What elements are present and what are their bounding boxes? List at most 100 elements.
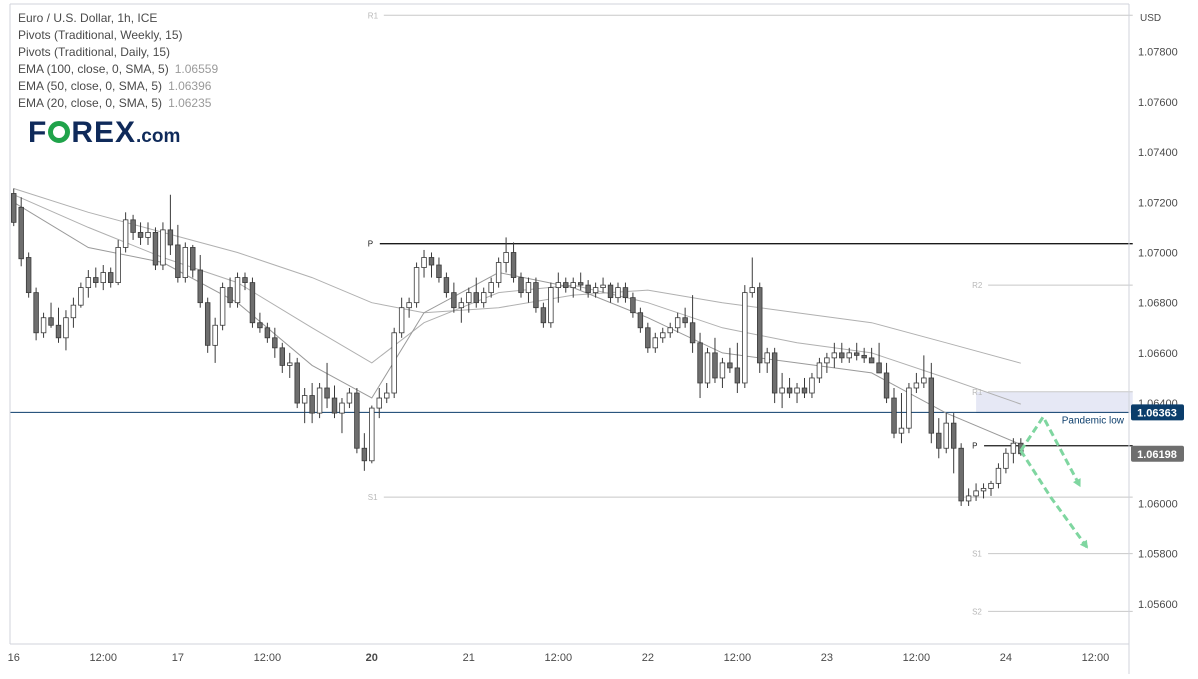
candle-body <box>950 422 957 449</box>
candle-body <box>786 387 793 394</box>
candle-body <box>331 397 338 414</box>
candle-body <box>406 302 412 309</box>
projection-arrowhead <box>1072 478 1081 488</box>
candle-body <box>712 352 718 379</box>
candle-body <box>204 302 211 346</box>
candle-body <box>906 387 912 429</box>
candle-body <box>503 252 509 263</box>
ema-line <box>13 188 1021 364</box>
candle-body <box>764 352 770 364</box>
candle-body <box>78 287 84 306</box>
candle-body <box>592 287 599 294</box>
candle-body <box>600 284 606 289</box>
pandemic-price-badge <box>1131 404 1184 421</box>
candle-body <box>324 387 330 399</box>
legend-ema100[interactable]: EMA (100, close, 0, SMA, 5) 1.06559 <box>18 61 218 78</box>
y-tick-label: 1.06800 <box>1138 298 1178 310</box>
candle-body <box>301 395 308 404</box>
legend-symbol[interactable]: Euro / U.S. Dollar, 1h, ICE <box>18 11 158 25</box>
candle-body <box>652 337 659 349</box>
candle-body <box>995 467 1002 484</box>
y-tick-label: 1.07600 <box>1138 97 1178 109</box>
candle-body <box>234 277 241 304</box>
candle-body <box>936 432 942 449</box>
legend-ema50[interactable]: EMA (50, close, 0, SMA, 5) 1.06396 <box>18 78 218 95</box>
logo-f: F <box>28 116 48 149</box>
candle-body <box>667 327 673 334</box>
candle-body <box>958 447 964 502</box>
candle-body <box>615 287 621 299</box>
logo-rex: REX <box>71 116 137 149</box>
candle-body <box>868 357 875 364</box>
candle-body <box>622 287 629 299</box>
candle-body <box>242 277 248 283</box>
candle-body <box>831 352 838 359</box>
legend-pivots-daily[interactable]: Pivots (Traditional, Daily, 15) <box>18 45 171 59</box>
candle-body <box>488 282 494 294</box>
pivot-label: R1 <box>972 388 983 397</box>
candle-body <box>249 282 256 324</box>
candle-body <box>697 342 703 384</box>
candle-body <box>913 382 920 389</box>
candle-body <box>757 287 763 364</box>
candle-body <box>63 317 69 339</box>
candle-body <box>794 387 800 394</box>
ema100-value: 1.06559 <box>174 62 219 76</box>
x-tick-label: 12:00 <box>1082 652 1110 664</box>
candle-body <box>637 312 644 329</box>
candle-body <box>212 324 218 346</box>
y-tick-label: 1.07200 <box>1138 197 1178 209</box>
candle-body <box>921 377 927 384</box>
candle-body <box>85 277 92 289</box>
candle-body <box>443 277 450 294</box>
candle-body <box>525 282 532 294</box>
candle-body <box>25 257 32 294</box>
candle-body <box>346 392 353 404</box>
x-tick-label: 16 <box>8 652 20 664</box>
candle-body <box>674 317 681 329</box>
candle-body <box>742 292 748 384</box>
legend-ema20[interactable]: EMA (20, close, 0, SMA, 5) 1.06235 <box>18 95 218 112</box>
candle-body <box>943 422 949 449</box>
legend-pivots-weekly[interactable]: Pivots (Traditional, Weekly, 15) <box>18 28 183 42</box>
candle-body <box>853 352 860 356</box>
candle-body <box>824 357 830 364</box>
candle-body <box>227 287 233 304</box>
candle-body <box>55 324 62 339</box>
x-tick-label: 21 <box>463 652 475 664</box>
y-tick-label: 1.05800 <box>1138 549 1178 561</box>
candle-body <box>309 395 315 414</box>
candle-body <box>645 327 651 349</box>
price-badge-label: 1.06363 <box>1137 407 1177 419</box>
x-tick-label: 22 <box>642 652 654 664</box>
candle-body <box>137 231 144 238</box>
x-tick-label: 12:00 <box>724 652 752 664</box>
candle-body <box>682 317 688 324</box>
candle-body <box>570 282 576 289</box>
candle-body <box>898 427 905 434</box>
candle-body <box>480 292 487 304</box>
ema100-label: EMA (100, close, 0, SMA, 5) <box>18 62 169 76</box>
candle-body <box>1003 452 1009 469</box>
candle-body <box>630 297 636 314</box>
ema50-label: EMA (50, close, 0, SMA, 5) <box>18 79 163 93</box>
candle-body <box>33 292 39 334</box>
candle-body <box>70 304 77 319</box>
candle-body <box>167 229 174 246</box>
y-tick-label: 1.07000 <box>1138 247 1178 259</box>
x-tick-label: 20 <box>366 652 378 664</box>
candle-body <box>11 193 17 223</box>
projection-arrow <box>1019 449 1090 550</box>
pivot-label: S1 <box>368 493 378 502</box>
candle-body <box>384 392 390 399</box>
pivot-label: R1 <box>368 11 379 20</box>
pivot-label: S2 <box>972 607 982 616</box>
candle-body <box>540 307 547 324</box>
candle-body <box>861 354 867 359</box>
x-tick-label: 12:00 <box>89 652 117 664</box>
candle-body <box>466 292 472 304</box>
ema20-value: 1.06235 <box>168 96 212 110</box>
candle-body <box>361 447 368 462</box>
candle-body <box>973 490 979 497</box>
